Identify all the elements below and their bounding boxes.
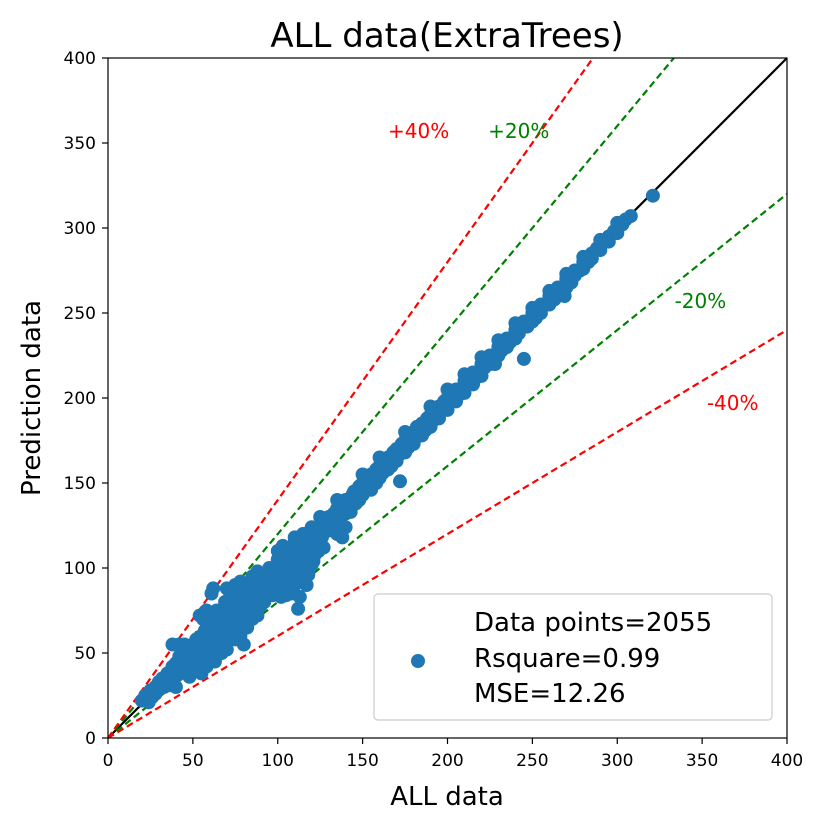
data-point: [576, 249, 591, 264]
data-point: [645, 188, 660, 203]
data-point: [206, 581, 221, 596]
data-point: [291, 601, 306, 616]
y-tick-label: 350: [64, 134, 96, 154]
y-tick-label: 250: [64, 304, 96, 324]
data-point: [338, 520, 353, 535]
data-point: [168, 680, 183, 694]
data-point: [449, 394, 463, 409]
data-point: [423, 419, 438, 434]
data-point: [474, 368, 489, 383]
data-point: [440, 382, 455, 397]
data-point: [457, 367, 472, 382]
legend-line-1: Data points=2055: [474, 608, 712, 638]
data-point: [381, 462, 396, 477]
x-tick-label: 0: [103, 751, 114, 771]
data-point: [219, 642, 234, 657]
data-point: [398, 425, 413, 439]
data-point: [516, 351, 531, 366]
reference-label-3: +40%: [388, 119, 449, 143]
data-point: [593, 243, 608, 258]
x-tick-label: 400: [771, 751, 803, 771]
data-point: [423, 399, 438, 414]
x-tick-label: 250: [516, 751, 548, 771]
data-point: [313, 535, 328, 550]
y-tick-label: 100: [64, 559, 96, 579]
data-point: [355, 467, 370, 482]
data-point: [313, 510, 328, 524]
data-point: [576, 261, 591, 276]
data-point: [610, 226, 625, 241]
data-point: [525, 314, 540, 329]
x-tick-label: 200: [431, 751, 463, 771]
reference-line-4: [108, 329, 787, 738]
data-point: [287, 578, 302, 592]
data-point: [330, 493, 345, 507]
y-tick-label: 150: [64, 474, 96, 494]
data-point: [389, 453, 404, 468]
x-tick-label: 300: [601, 751, 633, 771]
data-point: [466, 377, 480, 392]
data-point: [292, 589, 307, 604]
y-tick-label: 300: [64, 219, 96, 239]
y-tick-label: 50: [74, 644, 96, 664]
data-point: [542, 283, 557, 298]
y-tick-label: 0: [85, 729, 96, 749]
x-axis: 0 50 100 150 200 250 300 350 400: [103, 738, 803, 771]
data-point: [275, 538, 290, 553]
data-point: [457, 385, 472, 400]
legend-line-3: MSE=12.26: [474, 679, 626, 709]
data-point: [559, 280, 574, 295]
data-point: [304, 520, 319, 535]
data-point: [398, 445, 413, 460]
data-point: [559, 266, 574, 281]
data-point: [196, 612, 211, 626]
reference-label-4: -40%: [707, 391, 759, 415]
data-point: [525, 300, 540, 315]
y-tick-label: 400: [64, 49, 96, 69]
legend-box: [373, 593, 773, 721]
reference-label-2: -20%: [675, 289, 727, 313]
data-point: [372, 450, 387, 465]
x-tick-label: 350: [686, 751, 718, 771]
data-points: [134, 188, 660, 710]
reference-labels: +20% -20% +40% -40%: [388, 119, 758, 415]
data-point: [372, 470, 387, 485]
reference-label-1: +20%: [488, 119, 549, 143]
data-point: [508, 331, 523, 346]
data-point: [393, 474, 407, 489]
y-axis: 0 50 100 150 200 250 300 350 400: [64, 49, 108, 749]
legend: Data points=2055 Rsquare=0.99 MSE=12.26: [373, 593, 773, 721]
data-point: [326, 513, 341, 528]
data-point: [623, 209, 638, 224]
legend-line-2: Rsquare=0.99: [474, 644, 660, 674]
x-tick-label: 100: [262, 751, 294, 771]
data-point: [593, 232, 608, 247]
data-point: [236, 581, 251, 596]
reference-line-3: [108, 58, 594, 738]
legend-marker: [411, 654, 425, 668]
data-point: [491, 333, 506, 348]
y-tick-label: 200: [64, 389, 96, 409]
data-point: [491, 348, 506, 363]
y-axis-label: Prediction data: [17, 300, 47, 496]
x-tick-label: 150: [346, 751, 378, 771]
data-point: [253, 574, 268, 589]
x-tick-label: 50: [182, 751, 204, 771]
data-point: [432, 411, 446, 426]
data-point: [415, 428, 429, 443]
chart-title: ALL data(ExtraTrees): [270, 16, 623, 56]
x-axis-label: ALL data: [390, 782, 504, 812]
data-point: [542, 297, 557, 312]
data-point: [270, 578, 285, 592]
data-point: [236, 637, 251, 652]
data-point: [610, 215, 625, 230]
data-point: [474, 350, 489, 365]
data-point: [508, 316, 523, 331]
data-point: [440, 402, 455, 417]
data-point: [406, 436, 421, 451]
